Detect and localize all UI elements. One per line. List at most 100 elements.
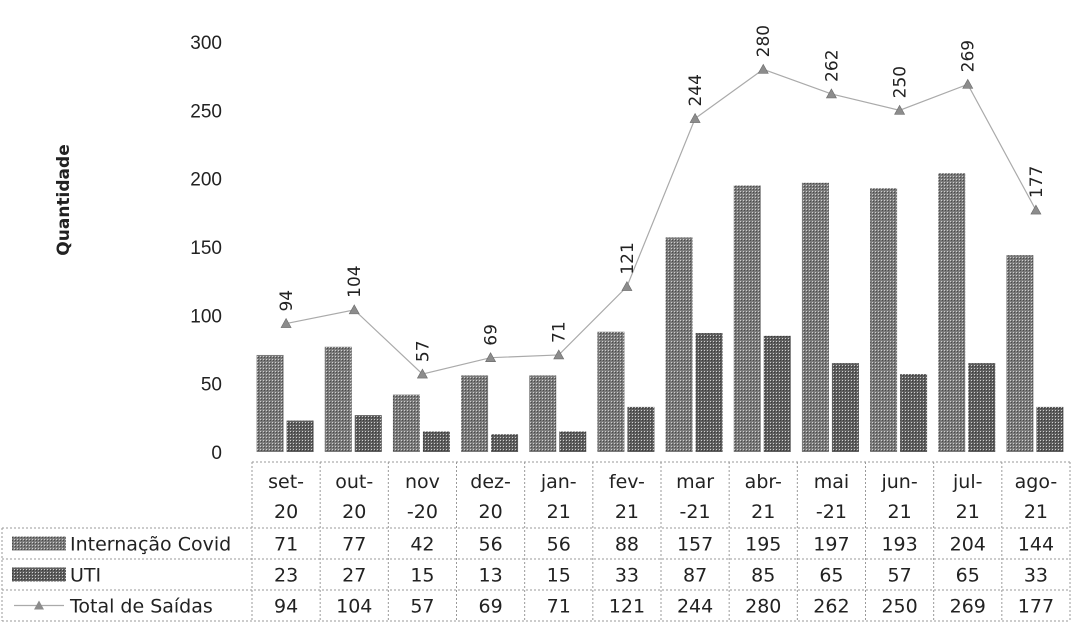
total-de-saidas-table-value: 280 xyxy=(745,596,781,618)
uti-bar xyxy=(627,406,655,452)
uti-table-value: 13 xyxy=(478,565,502,587)
uti-bar xyxy=(286,420,314,452)
total-de-saidas-table-value: 244 xyxy=(677,596,713,618)
uti-bar xyxy=(491,434,519,452)
total-de-saidas-table-value: 71 xyxy=(547,596,571,618)
x-tick-label-line1: out- xyxy=(335,471,373,493)
total-de-saidas-marker xyxy=(348,304,360,315)
uti-table-value: 27 xyxy=(342,565,366,587)
total-de-saidas-data-label: 269 xyxy=(959,40,979,72)
internacao-covid-bar xyxy=(665,237,693,452)
total-de-saidas-marker xyxy=(1030,204,1042,215)
internacao-covid-bar xyxy=(597,331,625,452)
uti-table-value: 15 xyxy=(410,565,434,587)
uti-legend-label: UTI xyxy=(70,565,101,587)
internacao-covid-table-value: 88 xyxy=(615,534,639,556)
y-axis-title: Quantidade xyxy=(54,144,74,255)
internacao-covid-bar xyxy=(529,375,557,452)
x-tick-label-line2: 20 xyxy=(342,501,366,523)
y-tick-label: 100 xyxy=(190,306,222,327)
total-de-saidas-data-label: 262 xyxy=(822,49,842,81)
uti-table-value: 23 xyxy=(274,565,298,587)
x-tick-label-line1: mai xyxy=(814,471,849,493)
x-tick-label-line1: dez- xyxy=(470,471,511,493)
total-de-saidas-table-value: 121 xyxy=(609,596,645,618)
uti-table-value: 15 xyxy=(547,565,571,587)
internacao-covid-bar xyxy=(324,346,352,452)
uti-table-value: 85 xyxy=(751,565,775,587)
uti-table-value: 33 xyxy=(615,565,639,587)
internacao-covid-bar xyxy=(461,375,489,452)
internacao-covid-table-value: 157 xyxy=(677,534,713,556)
total-de-saidas-data-label: 177 xyxy=(1027,166,1047,198)
total-de-saidas-table-value: 94 xyxy=(274,596,298,618)
total-de-saidas-line xyxy=(280,63,1042,379)
y-tick-label: 300 xyxy=(190,33,222,54)
uti-bar xyxy=(354,415,382,452)
internacao-covid-legend-label: Internação Covid xyxy=(70,534,231,556)
total-de-saidas-marker xyxy=(280,317,292,328)
total-de-saidas-polyline xyxy=(285,68,1037,375)
total-de-saidas-table-value: 262 xyxy=(813,596,849,618)
y-tick-label: 200 xyxy=(190,170,222,191)
total-de-saidas-table-value: 269 xyxy=(950,596,986,618)
uti-bars xyxy=(286,333,1064,452)
total-de-saidas-legend-marker xyxy=(34,600,44,610)
x-tick-label-line2: 21 xyxy=(956,501,980,523)
uti-bar xyxy=(559,431,587,452)
total-de-saidas-marker xyxy=(621,281,633,291)
x-tick-label-line2: 21 xyxy=(887,501,911,523)
internacao-covid-bars xyxy=(256,173,1034,452)
uti-table-value: 65 xyxy=(956,565,980,587)
internacao-covid-table-value: 56 xyxy=(478,534,502,556)
internacao-covid-bar xyxy=(392,394,420,452)
internacao-covid-table-value: 56 xyxy=(547,534,571,556)
internacao-covid-table-value: 193 xyxy=(881,534,917,556)
internacao-covid-table-value: 71 xyxy=(274,534,298,556)
uti-bar xyxy=(695,333,723,452)
internacao-covid-table-value: 42 xyxy=(410,534,434,556)
total-de-saidas-table-value: 177 xyxy=(1018,596,1054,618)
internacao-covid-bar xyxy=(938,173,966,452)
total-de-saidas-marker xyxy=(416,368,428,379)
x-tick-label-line1: jan- xyxy=(540,471,577,493)
x-tick-label-line2: -21 xyxy=(680,501,711,523)
total-de-saidas-marker xyxy=(689,112,701,123)
total-de-saidas-table-value: 57 xyxy=(410,596,434,618)
x-tick-label-line2: -20 xyxy=(407,501,438,523)
total-de-saidas-data-label: 69 xyxy=(482,324,502,346)
y-tick-label: 150 xyxy=(190,238,222,259)
x-tick-label-line2: -21 xyxy=(816,501,847,523)
x-tick-label-line1: jun- xyxy=(880,471,917,493)
x-tick-label-line2: 21 xyxy=(547,501,571,523)
total-de-saidas-marker xyxy=(962,78,974,89)
internacao-covid-table-value: 197 xyxy=(813,534,849,556)
uti-bar xyxy=(422,431,450,452)
y-axis-ticks: 0 50 100 150 200 250 300 xyxy=(190,33,222,464)
total-de-saidas-table-value: 104 xyxy=(336,596,372,618)
x-tick-label-line1: jul- xyxy=(952,471,982,493)
internacao-covid-table-value: 77 xyxy=(342,534,366,556)
x-tick-label-line2: 21 xyxy=(751,501,775,523)
uti-legend-swatch xyxy=(12,567,66,582)
internacao-covid-legend-swatch xyxy=(12,536,66,551)
internacao-covid-table-value: 144 xyxy=(1018,534,1054,556)
internacao-covid-table-value: 204 xyxy=(950,534,986,556)
total-de-saidas-data-label: 244 xyxy=(686,74,706,106)
uti-bar xyxy=(1036,406,1064,452)
total-de-saidas-data-label: 71 xyxy=(550,321,570,343)
uti-bar xyxy=(831,363,859,452)
x-tick-label-line1: mar xyxy=(676,471,714,493)
x-tick-label-line1: nov xyxy=(405,471,440,493)
uti-table-value: 57 xyxy=(887,565,911,587)
total-de-saidas-marker xyxy=(553,349,565,360)
total-de-saidas-data-label: 104 xyxy=(345,265,365,297)
total-de-saidas-legend-label: Total de Saídas xyxy=(69,596,213,618)
internacao-covid-table-value: 195 xyxy=(745,534,781,556)
x-tick-label-line1: ago- xyxy=(1015,471,1058,493)
x-tick-label-line1: fev- xyxy=(609,471,645,493)
total-de-saidas-data-label: 94 xyxy=(277,290,297,312)
uti-bar xyxy=(763,335,791,452)
total-de-saidas-data-label: 57 xyxy=(413,340,433,362)
